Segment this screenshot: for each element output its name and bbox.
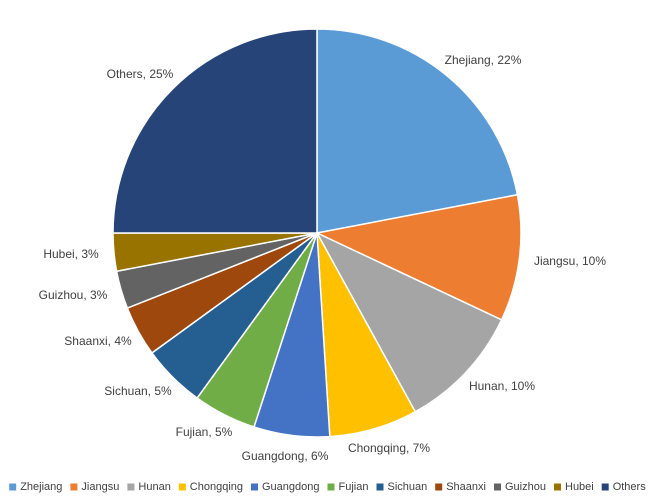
pie-slice-others bbox=[112, 28, 318, 234]
pie-slices bbox=[112, 28, 522, 438]
legend-label-guizhou: Guizhou bbox=[505, 481, 546, 493]
legend-label-chongqing: Chongqing bbox=[190, 481, 243, 493]
legend-item-guangdong: Guangdong bbox=[251, 481, 320, 493]
data-label-hunan: Hunan, 10% bbox=[469, 379, 535, 393]
data-label-hubei: Hubei, 3% bbox=[43, 247, 99, 261]
data-label-guizhou: Guizhou, 3% bbox=[39, 288, 108, 302]
legend-label-others: Others bbox=[613, 481, 647, 493]
legend-swatch-guizhou bbox=[494, 483, 501, 491]
legend-item-guizhou: Guizhou bbox=[494, 481, 546, 493]
legend-swatch-chongqing bbox=[178, 483, 186, 491]
data-label-guangdong: Guangdong, 6% bbox=[242, 449, 329, 463]
legend-label-fujian: Fujian bbox=[339, 481, 369, 493]
data-label-others: Others, 25% bbox=[107, 67, 174, 81]
legend-item-zhejiang: Zhejiang bbox=[9, 481, 62, 493]
legend-item-jiangsu: Jiangsu bbox=[70, 481, 119, 493]
data-label-sichuan: Sichuan, 5% bbox=[104, 384, 172, 398]
legend-label-sichuan: Sichuan bbox=[388, 481, 428, 493]
legend-item-sichuan: Sichuan bbox=[376, 481, 428, 493]
data-label-zhejiang: Zhejiang, 22% bbox=[445, 53, 522, 67]
pie-slice-hunan bbox=[315, 231, 503, 413]
pie-slice-zhejiang bbox=[316, 28, 519, 234]
legend-swatch-others bbox=[601, 483, 609, 491]
legend-label-jiangsu: Jiangsu bbox=[81, 481, 119, 493]
legend-swatch-hunan bbox=[127, 483, 135, 491]
legend-item-chongqing: Chongqing bbox=[178, 481, 243, 493]
legend-label-shaanxi: Shaanxi bbox=[446, 481, 486, 493]
legend-swatch-fujian bbox=[327, 483, 335, 491]
legend-label-hunan: Hunan bbox=[138, 481, 170, 493]
legend-label-hubei: Hubei bbox=[565, 481, 594, 493]
legend-swatch-hubei bbox=[554, 483, 561, 491]
legend-item-shaanxi: Shaanxi bbox=[435, 481, 486, 493]
legend-item-fujian: Fujian bbox=[327, 481, 369, 493]
data-label-jiangsu: Jiangsu, 10% bbox=[534, 254, 606, 268]
legend-item-hubei: Hubei bbox=[554, 481, 594, 493]
data-labels: Zhejiang, 22% Jiangsu, 10% Hunan, 10% Chong… bbox=[39, 53, 607, 463]
legend-swatch-sichuan bbox=[376, 483, 384, 491]
data-label-chongqing: Chongqing, 7% bbox=[348, 441, 430, 455]
legend-label-zhejiang: Zhejiang bbox=[20, 481, 62, 493]
legend-item-hunan: Hunan bbox=[127, 481, 171, 493]
legend-swatch-zhejiang bbox=[9, 483, 17, 491]
legend-swatch-guangdong bbox=[251, 483, 258, 491]
data-label-shaanxi: Shaanxi, 4% bbox=[64, 334, 132, 348]
legend-item-others: Others bbox=[601, 481, 647, 493]
legend-swatch-shaanxi bbox=[435, 483, 443, 491]
data-label-fujian: Fujian, 5% bbox=[176, 425, 233, 439]
legend-swatch-jiangsu bbox=[70, 483, 78, 491]
legend-label-guangdong: Guangdong bbox=[262, 481, 320, 493]
legend: Zhejiang Jiangsu Hunan Chongqing Guangdong Fu… bbox=[9, 481, 646, 493]
pie-slice-jiangsu bbox=[314, 193, 522, 321]
